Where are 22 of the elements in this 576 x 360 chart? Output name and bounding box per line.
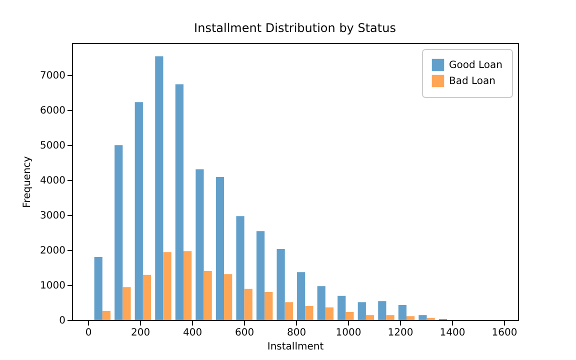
y-tick-label: 7000	[40, 70, 66, 82]
x-tick-label: 600	[235, 328, 254, 338]
y-tick-label: 5000	[40, 140, 66, 152]
x-tick-label: 1000	[336, 328, 362, 338]
x-tick-label: 1400	[440, 328, 466, 338]
y-tick-label: 2000	[40, 246, 66, 257]
chart-title: Installment Distribution by Status	[194, 21, 396, 35]
x-tick-label: 1200	[388, 328, 414, 338]
y-tick-label: 6000	[40, 106, 66, 117]
x-tick-label: 1600	[492, 328, 518, 338]
x-axis-title: Installment	[267, 342, 324, 352]
y-axis-title: Frequency	[22, 156, 34, 208]
y-tick-label: 4000	[40, 176, 66, 187]
y-tick-label: 0	[59, 316, 66, 326]
legend-label: Good Loan	[449, 60, 502, 71]
legend-label: Bad Loan	[449, 76, 496, 87]
x-tick-label: 0	[85, 328, 92, 338]
x-tick-label: 200	[131, 328, 150, 338]
y-tick-label: 3000	[40, 210, 66, 222]
y-tick-label: 1000	[40, 280, 66, 292]
x-tick-label: 800	[286, 328, 306, 338]
x-tick-label: 400	[183, 328, 202, 338]
